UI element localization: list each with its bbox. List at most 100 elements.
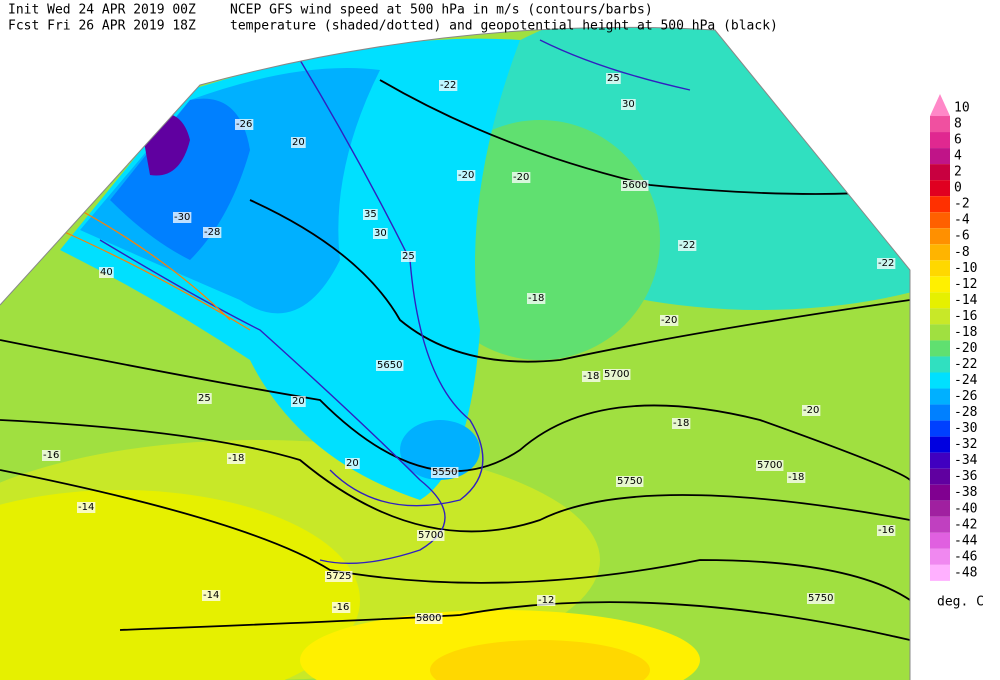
contour-label: 5700 [418,530,443,541]
contour-label: -26 [236,119,252,130]
contour-label: 5800 [416,613,441,624]
legend-swatch [930,308,950,325]
legend-label: -48 [954,565,977,580]
legend-label: 8 [954,117,962,132]
legend-swatch [930,516,950,533]
label-background [621,180,649,191]
legend-label: -36 [954,469,977,484]
legend-swatch [930,212,950,229]
legend-arrow [930,93,950,117]
label-background [582,371,601,382]
legend-label: -24 [954,373,978,388]
label-background [202,590,221,601]
label-background [99,267,114,278]
label-background [672,418,691,429]
label-background [616,476,644,487]
label-background [537,595,556,606]
legend-label: -4 [954,213,970,228]
legend-swatch [930,228,950,245]
legend-swatch [930,276,950,293]
contour-label: -28 [204,227,220,238]
field [400,420,480,480]
label-background [173,212,192,223]
label-background [802,405,821,416]
legend-label: -10 [954,261,977,276]
contour-label: -22 [679,240,695,251]
label-background [203,227,222,238]
contour-label: 5725 [326,571,351,582]
legend-label: -34 [954,453,978,468]
label-background [787,472,806,483]
contour-label: -20 [661,315,677,326]
legend-swatch [930,500,950,517]
legend-label: -12 [954,277,977,292]
legend-label: 2 [954,165,962,180]
legend-label: -44 [954,533,978,548]
height-contours [0,79,910,641]
label-background [373,228,388,239]
contour-label: -12 [538,595,554,606]
legend-label: -20 [954,341,977,356]
contour-label: 30 [374,228,387,239]
legend-swatch [930,180,950,197]
label-background [235,119,254,130]
contour-label: -22 [440,80,456,91]
contour-label: -18 [788,472,804,483]
legend-swatch [930,484,950,501]
legend-swatch [930,132,950,149]
legend-swatch [930,244,950,261]
label-background [42,450,61,461]
label-background [345,458,360,469]
legend-swatch [930,356,950,373]
legend: 1086420-2-4-6-8-10-12-14-16-18-20-22-24-… [930,93,978,581]
legend-unit: deg. C [937,595,984,610]
label-background [363,209,378,220]
legend-label: -40 [954,501,977,516]
contour-label: 20 [292,137,305,148]
label-background [376,360,404,371]
legend-swatch [930,148,950,165]
contour-label: 5600 [622,180,647,191]
contour-label: 20 [346,458,359,469]
legend-label: -22 [954,357,977,372]
forecast-label: Fcst Fri 26 APR 2019 18Z [8,19,196,34]
label-background [457,170,476,181]
legend-swatch [930,388,950,405]
contour-label: -16 [43,450,59,461]
contour-label: -16 [333,602,349,613]
legend-swatch [930,324,950,341]
contour-label: 35 [364,209,377,220]
legend-swatch [930,564,950,581]
legend-swatch [930,116,950,133]
contour-label: 5650 [377,360,402,371]
label-background [417,530,445,541]
contour-label: -16 [878,525,894,536]
legend-swatch [930,164,950,181]
legend-label: -26 [954,389,977,404]
label-background [527,293,546,304]
contour-label: 5700 [604,369,629,380]
label-background [877,525,896,536]
legend-label: -2 [954,197,970,212]
label-background [877,258,896,269]
contour-label: -18 [583,371,599,382]
legend-label: -46 [954,549,977,564]
label-background [606,73,621,84]
legend-swatch [930,260,950,277]
label-background [197,393,212,404]
legend-label: -28 [954,405,977,420]
label-background [603,369,631,380]
contour-label: 25 [607,73,620,84]
label-background [439,80,458,91]
map-labels: 5600 5700 5700 5750 5750 5650 5550 5700 5725 5800… [42,73,896,624]
contour-label: -14 [78,502,94,513]
map-border [0,26,911,680]
legend-label: -32 [954,437,977,452]
label-background [807,593,835,604]
legend-label: -38 [954,485,977,500]
contour-label: -14 [203,590,219,601]
legend-label: 10 [954,101,970,116]
legend-swatch [930,340,950,357]
contour-label: -22 [878,258,894,269]
